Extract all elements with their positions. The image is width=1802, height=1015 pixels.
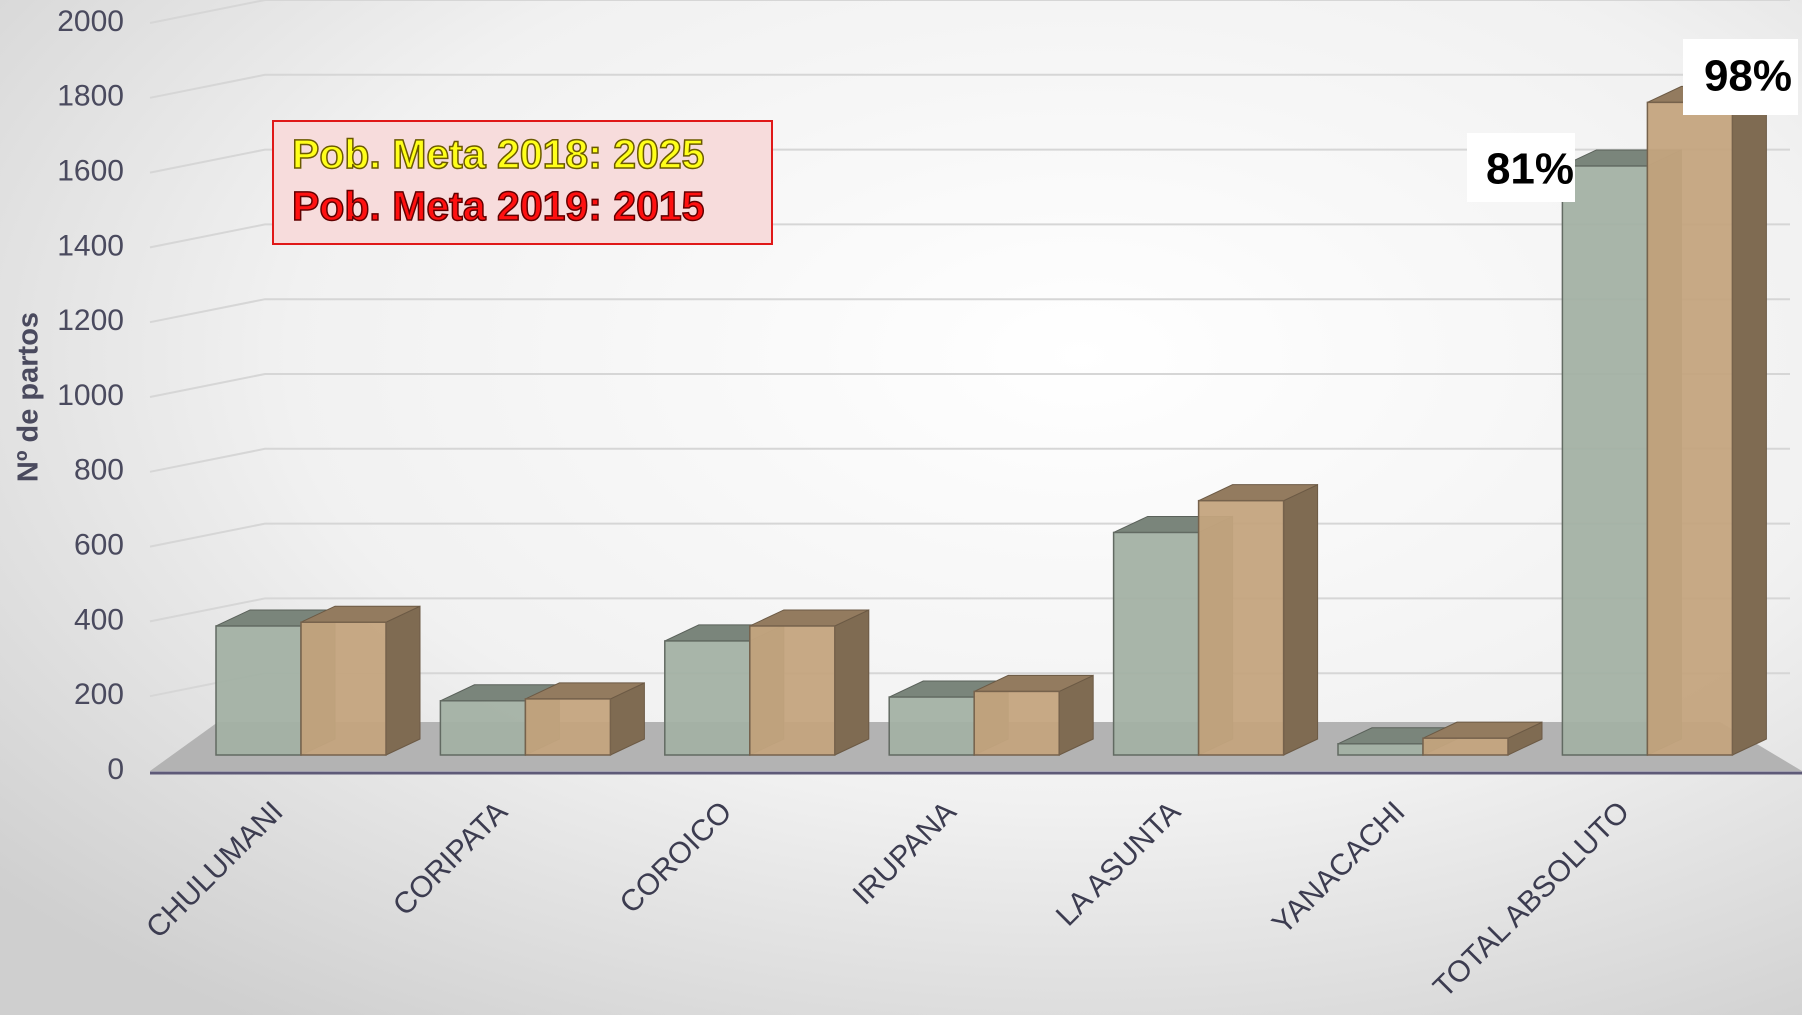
bar-front [973, 690, 1060, 756]
bar-front [664, 640, 751, 756]
y-tick-label: 400 [74, 603, 124, 636]
bar-front [749, 625, 836, 756]
note: Pob. Meta 2018: 2025 [292, 131, 704, 177]
bar-front [888, 696, 975, 756]
bar-front [524, 698, 612, 756]
bar-side [1731, 85, 1767, 756]
bar [1422, 721, 1543, 756]
grid-line [149, 298, 1790, 324]
y-tick-label: 800 [74, 454, 124, 487]
bar-front [1197, 499, 1285, 756]
bar [749, 609, 870, 756]
bar [1197, 483, 1319, 756]
bar-side [385, 605, 421, 756]
bar-front [1337, 743, 1424, 756]
y-tick-label: 1200 [57, 304, 124, 337]
y-tick-label: 2000 [57, 5, 124, 38]
annotation-box [1683, 39, 1798, 115]
y-tick-label: 600 [74, 529, 124, 562]
grid-line [149, 73, 1790, 99]
bar-front [300, 621, 387, 756]
bar-front [215, 625, 302, 756]
y-tick-label: 0 [107, 753, 124, 786]
y-tick-label: 1600 [57, 155, 124, 188]
y-tick-label: 200 [74, 678, 124, 711]
bar-front [1422, 737, 1509, 756]
y-axis-label: Nº de partos [13, 312, 45, 482]
bar-front [1646, 101, 1734, 756]
grid-line [149, 0, 1790, 24]
bar [300, 605, 421, 756]
grid-line [149, 447, 1790, 473]
bar [1646, 85, 1767, 756]
annotation-box [1467, 133, 1575, 202]
bar-front [1561, 165, 1649, 756]
y-tick-label: 1000 [57, 379, 124, 412]
note-box [272, 120, 773, 245]
grid-line [149, 148, 1790, 174]
y-tick-label: 1400 [57, 229, 124, 262]
bar-front [1112, 531, 1200, 756]
annotation: 81% [1486, 145, 1574, 194]
bar-front [439, 700, 527, 756]
bar [973, 674, 1094, 756]
grid-line [149, 223, 1790, 249]
bar-side [1283, 483, 1319, 756]
bar-side [834, 609, 870, 756]
y-tick-label: 1800 [57, 80, 124, 113]
annotation: 98% [1704, 52, 1792, 101]
grid-line [149, 373, 1790, 398]
note: Pob. Meta 2019: 2015 [292, 183, 704, 229]
bar [524, 682, 645, 756]
